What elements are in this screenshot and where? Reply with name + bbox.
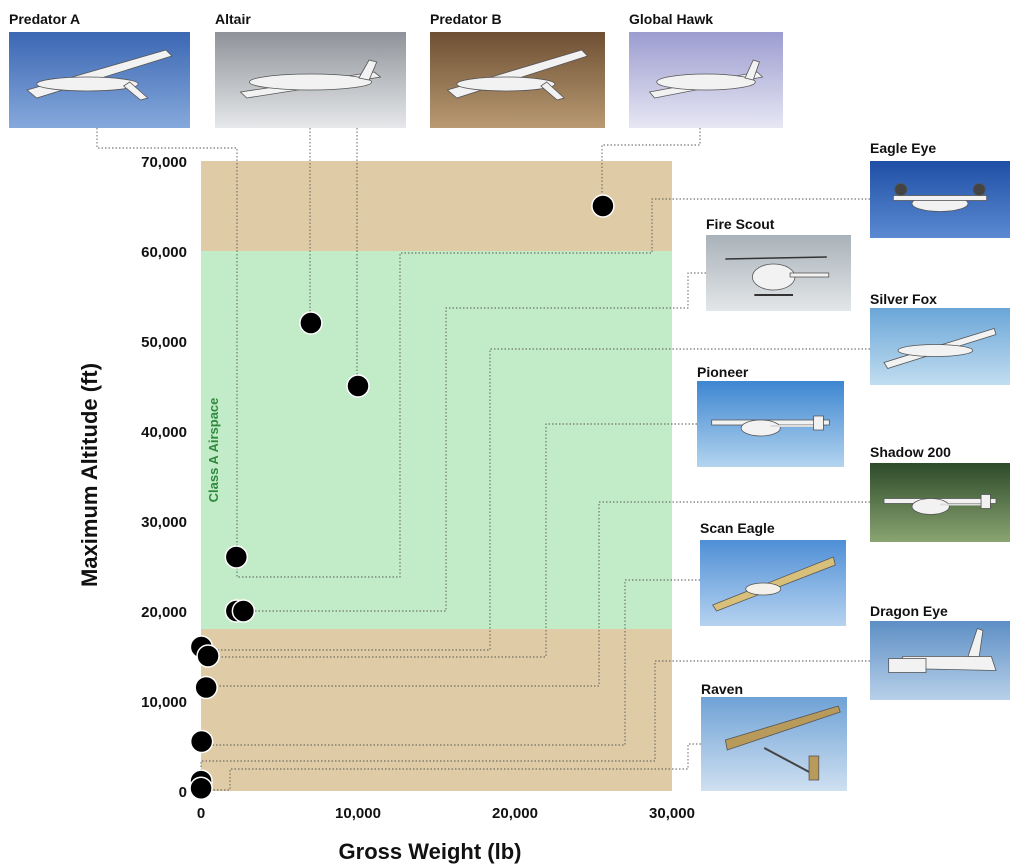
leader-line-global-hawk <box>601 128 701 207</box>
aircraft-label-silver-fox: Silver Fox <box>870 291 937 307</box>
shadow-200-photo <box>870 463 1010 542</box>
leader-line-silver-fox <box>201 348 870 651</box>
pioneer-photo <box>697 381 844 467</box>
aircraft-label-eagle-eye: Eagle Eye <box>870 140 936 156</box>
aircraft-photos: Predator A Altair Predator B Global Hawk Eag… <box>9 11 1010 791</box>
axis-ticks: 0 10,000 20,000 30,000 0 10,000 20,000 30,000 40… <box>141 154 695 822</box>
leader-line-fire-scout <box>243 272 706 612</box>
predator-a-photo <box>9 32 190 128</box>
x-tick-label: 10,000 <box>335 805 381 822</box>
scan-eagle-photo <box>700 540 846 626</box>
leader-line-shadow-200 <box>205 501 870 687</box>
data-point-scan-eagle <box>189 729 214 754</box>
aircraft-label-predator-b: Predator B <box>430 11 502 27</box>
data-point-raven <box>189 776 213 801</box>
data-point-global-hawk <box>591 194 615 218</box>
leader-line-dragon-eye <box>200 660 870 781</box>
leader-line-predator-a <box>96 128 238 559</box>
x-axis-label: Gross Weight (lb) <box>339 839 522 864</box>
silver-fox-photo <box>870 308 1010 385</box>
data-point-predator-b <box>346 374 370 398</box>
leader-lines <box>96 128 870 791</box>
data-point-altair <box>299 311 323 335</box>
y-tick-label: 70,000 <box>141 154 187 171</box>
y-tick-label: 40,000 <box>141 424 187 441</box>
aircraft-label-pioneer: Pioneer <box>697 364 749 380</box>
altair-photo <box>215 32 406 128</box>
data-point-predator-a <box>224 545 249 569</box>
data-points <box>189 194 615 801</box>
y-tick-label: 50,000 <box>141 334 187 351</box>
altitude-band-0 <box>201 629 672 791</box>
leader-line-eagle-eye <box>236 198 870 578</box>
dragon-eye-photo <box>870 621 1010 700</box>
aircraft-label-altair: Altair <box>215 11 251 27</box>
predator-b-photo <box>430 32 605 128</box>
data-point-fire-scout <box>231 599 256 623</box>
raven-photo <box>701 697 847 791</box>
y-tick-label: 30,000 <box>141 514 187 531</box>
y-tick-label: 20,000 <box>141 604 187 621</box>
x-tick-label: 0 <box>197 805 205 822</box>
y-tick-label: 10,000 <box>141 694 187 711</box>
aircraft-label-scan-eagle: Scan Eagle <box>700 520 775 536</box>
y-tick-label: 0 <box>179 784 187 801</box>
x-tick-label: 30,000 <box>649 805 695 822</box>
y-axis-label: Maximum Altitude (ft) <box>77 363 102 587</box>
aircraft-label-global-hawk: Global Hawk <box>629 11 713 27</box>
leader-line-scan-eagle <box>201 579 700 746</box>
aircraft-label-predator-a: Predator A <box>9 11 80 27</box>
aircraft-label-shadow-200: Shadow 200 <box>870 444 951 460</box>
global-hawk-photo <box>629 32 783 128</box>
leader-line-raven <box>201 743 701 791</box>
altitude-bands: Class A Airspace <box>201 161 672 791</box>
aircraft-label-dragon-eye: Dragon Eye <box>870 603 948 619</box>
altitude-band-1 <box>201 251 672 629</box>
aircraft-label-fire-scout: Fire Scout <box>706 216 775 232</box>
aircraft-label-raven: Raven <box>701 681 743 697</box>
data-point-shadow-200 <box>194 675 218 700</box>
leader-line-pioneer <box>206 423 697 658</box>
fire-scout-photo <box>706 235 851 311</box>
y-tick-label: 60,000 <box>141 244 187 261</box>
data-point-pioneer <box>196 644 220 668</box>
class-a-airspace-label: Class A Airspace <box>206 398 221 503</box>
eagle-eye-photo <box>870 161 1010 238</box>
x-tick-label: 20,000 <box>492 805 538 822</box>
